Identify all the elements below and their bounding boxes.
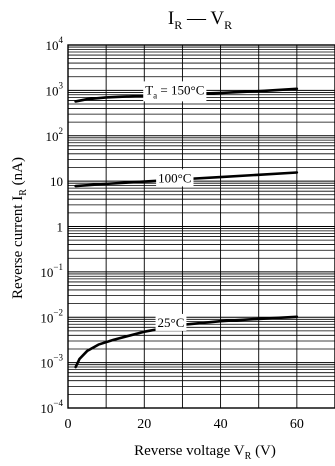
y-tick-label: 103	[46, 80, 64, 98]
grid	[68, 44, 335, 409]
series-label-bg	[143, 81, 207, 102]
y-tick-label: 1	[57, 220, 64, 235]
y-tick-label: 104	[46, 35, 64, 53]
y-tick-label: 10−3	[40, 353, 63, 371]
plot-border	[67, 44, 335, 409]
x-tick-label: 20	[137, 417, 151, 432]
x-tick-label: 60	[290, 417, 304, 432]
y-tick-label: 10	[50, 174, 63, 189]
y-axis-label: Reverse current IR (nA)	[10, 157, 29, 299]
y-tick-label: 10−1	[40, 262, 63, 280]
y-tick-label: 10−4	[40, 398, 63, 416]
title-text: IR — VR	[168, 8, 232, 32]
x-tick-labels: 0 20 40 60	[65, 417, 304, 432]
x-axis-label-text: Reverse voltage VR (V)	[134, 443, 276, 462]
series-label-2: 25°C	[158, 315, 185, 330]
series-label-bg	[156, 169, 194, 187]
series-label-1: 100°C	[158, 170, 191, 185]
x-tick-label: 0	[65, 417, 72, 432]
y-tick-label: 102	[46, 126, 64, 144]
plot-frame	[67, 44, 335, 409]
series-label-bg	[155, 313, 187, 331]
y-axis-label-text: Reverse current IR (nA)	[10, 157, 29, 299]
series-labels: Ta = 150°C 100°C 25°C	[143, 81, 207, 331]
chart-title: IR — VR	[168, 8, 232, 32]
x-axis-label: Reverse voltage VR (V)	[134, 443, 276, 462]
series-label-0: Ta = 150°C	[145, 82, 204, 100]
y-tick-label: 10−2	[40, 307, 63, 325]
x-tick-label: 40	[214, 417, 228, 432]
series-line-2	[74, 315, 299, 369]
